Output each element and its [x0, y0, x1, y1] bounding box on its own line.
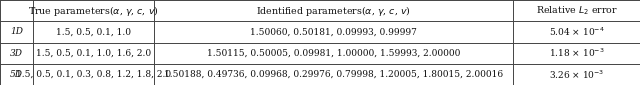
Text: Relative $L_2$ error: Relative $L_2$ error: [536, 4, 618, 17]
Text: 1.5, 0.5, 0.1, 1.0: 1.5, 0.5, 0.1, 1.0: [56, 27, 131, 36]
Text: 1.50188, 0.49736, 0.09968, 0.29976, 0.79998, 1.20005, 1.80015, 2.00016: 1.50188, 0.49736, 0.09968, 0.29976, 0.79…: [164, 70, 503, 79]
Text: 3.26 $\times$ 10$^{-3}$: 3.26 $\times$ 10$^{-3}$: [549, 68, 604, 81]
Text: 3D: 3D: [10, 49, 23, 58]
Text: 1D: 1D: [10, 27, 23, 36]
Text: Identified parameters($\alpha$, $\gamma$, $c$, $v$): Identified parameters($\alpha$, $\gamma$…: [256, 4, 411, 18]
Text: 5.04 $\times$ 10$^{-4}$: 5.04 $\times$ 10$^{-4}$: [548, 26, 605, 38]
Text: 1.50060, 0.50181, 0.09993, 0.99997: 1.50060, 0.50181, 0.09993, 0.99997: [250, 27, 417, 36]
Text: 1.5, 0.5, 0.1, 0.3, 0.8, 1.2, 1.8, 2.0: 1.5, 0.5, 0.1, 0.3, 0.8, 1.2, 1.8, 2.0: [16, 70, 171, 79]
Text: 1.50115, 0.50005, 0.09981, 1.00000, 1.59993, 2.00000: 1.50115, 0.50005, 0.09981, 1.00000, 1.59…: [207, 49, 460, 58]
Text: True parameters($\alpha$, $\gamma$, $c$, $v$): True parameters($\alpha$, $\gamma$, $c$,…: [28, 4, 159, 18]
Text: 5D: 5D: [10, 70, 23, 79]
Text: 1.5, 0.5, 0.1, 1.0, 1.6, 2.0: 1.5, 0.5, 0.1, 1.0, 1.6, 2.0: [36, 49, 151, 58]
Text: 1.18 $\times$ 10$^{-3}$: 1.18 $\times$ 10$^{-3}$: [549, 47, 604, 59]
